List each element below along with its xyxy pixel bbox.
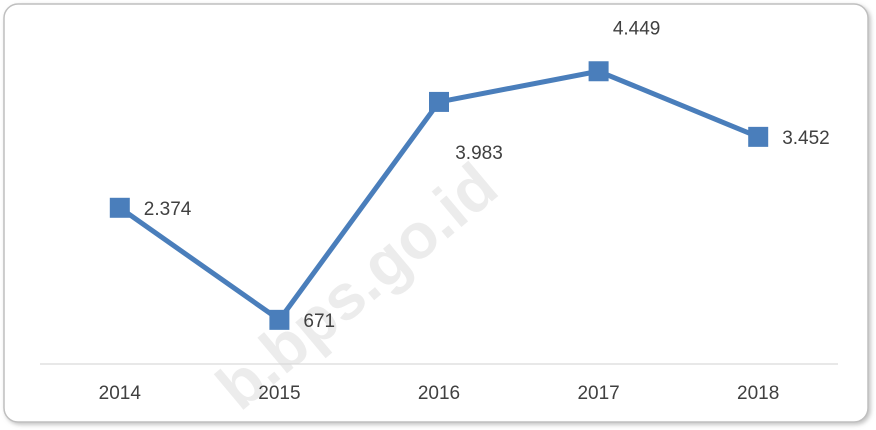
- data-label: 4.449: [613, 18, 661, 39]
- point-marker: [588, 61, 609, 82]
- chart-frame: [3, 3, 869, 423]
- x-tick-label: 2014: [99, 383, 142, 404]
- data-label: 2.374: [144, 199, 192, 220]
- x-tick-label: 2015: [258, 383, 300, 404]
- x-tick-label: 2016: [418, 383, 460, 404]
- point-marker: [269, 309, 290, 330]
- data-label: 3.452: [782, 128, 830, 149]
- x-tick-label: 2017: [577, 383, 619, 404]
- data-label: 3.983: [455, 143, 503, 164]
- point-marker: [109, 197, 130, 218]
- point-marker: [429, 91, 449, 112]
- data-label: 671: [303, 311, 335, 332]
- point-marker: [748, 126, 769, 147]
- x-tick-label: 2018: [737, 383, 779, 404]
